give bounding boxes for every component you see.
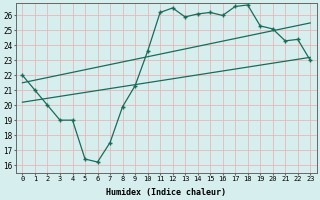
X-axis label: Humidex (Indice chaleur): Humidex (Indice chaleur) (106, 188, 226, 197)
